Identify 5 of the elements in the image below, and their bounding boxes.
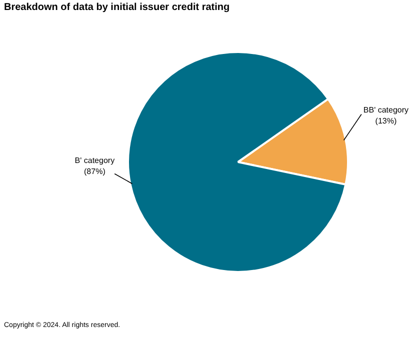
data-label: (13%) (375, 116, 397, 126)
slice-label: B' category (74, 156, 115, 165)
chart-title: Breakdown of data by initial issuer credit rating (4, 2, 230, 13)
slice-label: BB' category (363, 105, 409, 114)
data-label: (87%) (84, 166, 106, 176)
